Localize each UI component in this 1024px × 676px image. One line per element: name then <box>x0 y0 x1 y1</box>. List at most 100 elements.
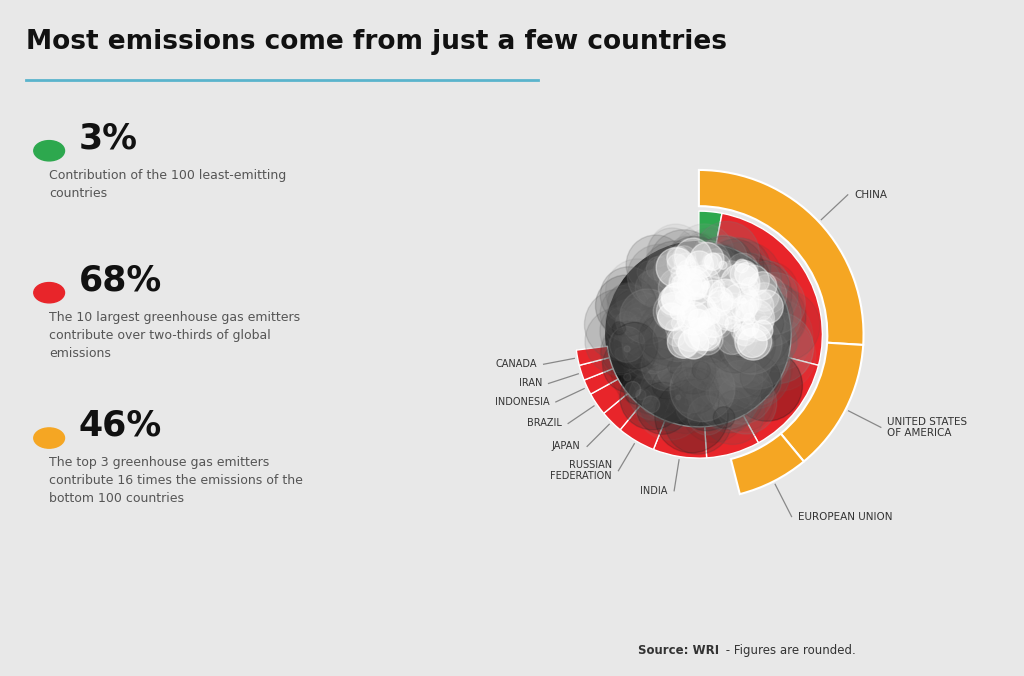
Circle shape <box>667 257 697 287</box>
Circle shape <box>622 309 686 374</box>
Circle shape <box>748 366 757 375</box>
Text: Contribution of the 100 least-emitting
countries: Contribution of the 100 least-emitting c… <box>49 169 287 200</box>
Circle shape <box>625 381 648 404</box>
Circle shape <box>723 320 732 330</box>
Circle shape <box>692 347 707 360</box>
Circle shape <box>687 410 699 422</box>
Circle shape <box>642 305 703 366</box>
Circle shape <box>634 289 675 331</box>
Circle shape <box>664 280 693 310</box>
Circle shape <box>656 261 722 327</box>
Circle shape <box>697 312 702 316</box>
Circle shape <box>641 293 668 319</box>
Circle shape <box>707 295 746 335</box>
Circle shape <box>642 396 659 413</box>
Circle shape <box>691 274 728 310</box>
Circle shape <box>748 275 786 314</box>
Circle shape <box>691 360 761 429</box>
Circle shape <box>763 335 788 360</box>
Circle shape <box>738 289 755 305</box>
Circle shape <box>721 264 760 304</box>
Circle shape <box>688 309 708 329</box>
Circle shape <box>709 287 733 312</box>
Circle shape <box>688 320 751 382</box>
Circle shape <box>701 318 712 329</box>
Circle shape <box>712 289 775 352</box>
Circle shape <box>754 314 800 360</box>
Circle shape <box>739 289 793 343</box>
Circle shape <box>666 351 733 417</box>
Circle shape <box>670 297 688 316</box>
Circle shape <box>751 369 763 381</box>
Circle shape <box>633 286 642 295</box>
Circle shape <box>733 269 743 280</box>
Circle shape <box>720 310 768 358</box>
Circle shape <box>628 244 691 308</box>
Circle shape <box>702 289 743 331</box>
Circle shape <box>670 337 677 343</box>
Circle shape <box>758 387 762 391</box>
Circle shape <box>701 381 764 444</box>
Circle shape <box>690 283 705 297</box>
Circle shape <box>737 293 756 312</box>
Circle shape <box>658 330 692 364</box>
Circle shape <box>698 337 732 372</box>
Circle shape <box>630 324 692 387</box>
Circle shape <box>684 318 717 351</box>
Circle shape <box>721 295 743 318</box>
Circle shape <box>741 381 751 389</box>
Circle shape <box>691 314 739 362</box>
Circle shape <box>635 270 671 306</box>
Circle shape <box>671 305 731 364</box>
Circle shape <box>736 301 754 319</box>
Circle shape <box>656 322 712 377</box>
Circle shape <box>653 368 719 433</box>
Circle shape <box>692 243 720 271</box>
Circle shape <box>596 275 656 337</box>
Circle shape <box>734 302 773 341</box>
Wedge shape <box>698 170 863 345</box>
Circle shape <box>707 251 714 258</box>
Circle shape <box>725 316 740 331</box>
Circle shape <box>708 255 750 297</box>
Circle shape <box>703 276 725 298</box>
Circle shape <box>663 282 695 315</box>
Circle shape <box>687 269 702 285</box>
Circle shape <box>723 316 748 341</box>
Circle shape <box>727 272 766 310</box>
Circle shape <box>663 389 669 395</box>
Circle shape <box>735 311 740 316</box>
Circle shape <box>639 272 662 294</box>
Circle shape <box>600 285 658 342</box>
Circle shape <box>654 288 672 306</box>
Circle shape <box>638 262 685 309</box>
Circle shape <box>611 322 658 369</box>
Circle shape <box>701 325 750 373</box>
Circle shape <box>722 302 737 317</box>
Circle shape <box>617 306 623 311</box>
Circle shape <box>641 337 674 370</box>
Circle shape <box>700 245 735 279</box>
Circle shape <box>727 343 742 359</box>
Circle shape <box>605 259 670 323</box>
Circle shape <box>745 364 781 399</box>
Circle shape <box>729 309 752 331</box>
Circle shape <box>689 302 723 337</box>
Circle shape <box>696 285 763 351</box>
Circle shape <box>738 262 799 321</box>
Circle shape <box>748 281 764 297</box>
Circle shape <box>683 346 740 404</box>
Circle shape <box>719 261 727 269</box>
Circle shape <box>693 236 754 296</box>
Circle shape <box>676 291 689 304</box>
Circle shape <box>741 290 774 322</box>
Circle shape <box>690 318 697 327</box>
Circle shape <box>672 270 689 288</box>
Circle shape <box>767 325 788 347</box>
Circle shape <box>720 301 766 347</box>
Circle shape <box>720 320 787 388</box>
Circle shape <box>731 279 734 282</box>
Circle shape <box>609 327 645 362</box>
Circle shape <box>637 261 660 284</box>
Circle shape <box>731 350 803 421</box>
